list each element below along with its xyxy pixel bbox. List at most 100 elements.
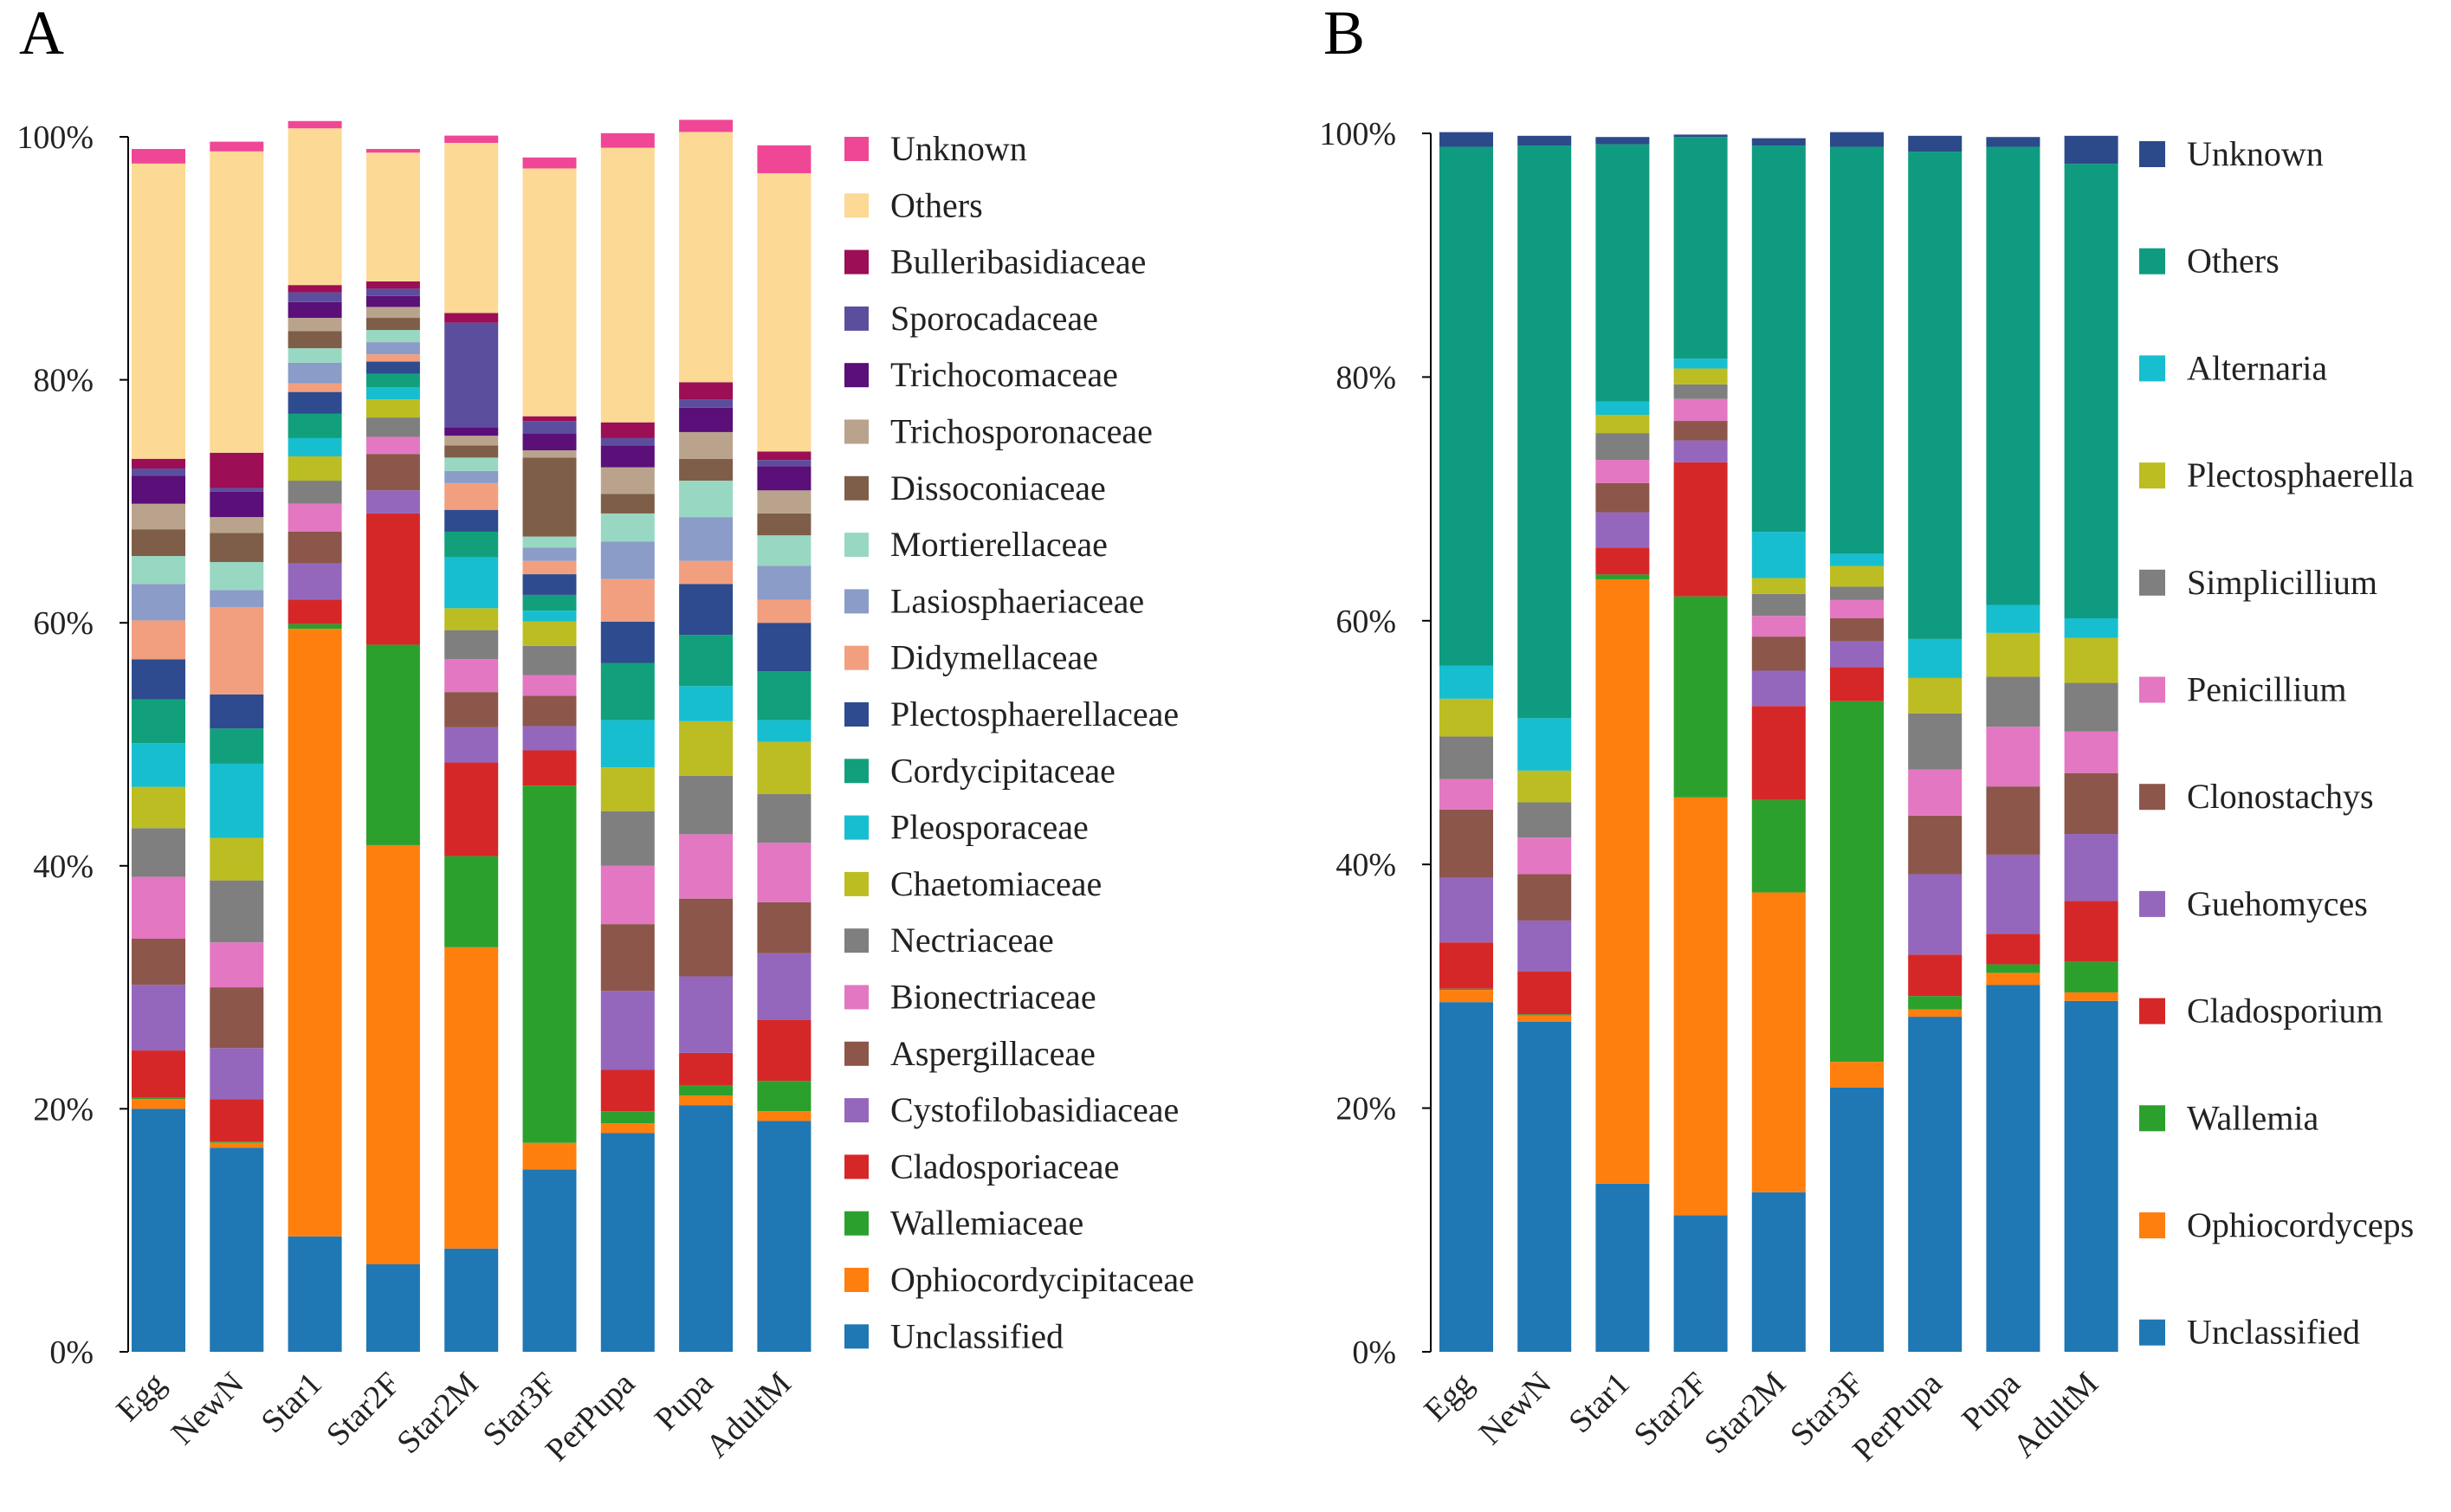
bar-segment-unknown: [2064, 135, 2118, 165]
bar-segment-cladosporium: [1439, 942, 1493, 989]
bar-segment-wallemia: [1830, 701, 1884, 1063]
legend-swatch: [844, 249, 869, 275]
bar-segment-penicillium: [1830, 599, 1884, 618]
panel-a-legend: Unknown Others Bulleribasidiaceae Sporocada…: [844, 129, 1194, 1355]
bar-segment-lasiosphaeriaceae: [600, 541, 655, 579]
legend-item-plectosphaerella: Plectosphaerella: [2139, 456, 2414, 494]
legend-label: Ophiocordycipitaceae: [890, 1260, 1194, 1299]
bar-segment-wallemiaceae: [600, 1111, 655, 1124]
legend-item-unclassified: Unclassified: [844, 1316, 1064, 1355]
bar-segment-plectosphaerellaceae: [132, 659, 185, 700]
panel-a-label: A: [19, 0, 64, 68]
legend-item-dissoconiaceae: Dissoconiaceae: [844, 468, 1106, 507]
bar-segment-cladosporiaceae: [679, 1052, 734, 1086]
bar-segment-bionectriaceae: [757, 843, 812, 902]
y-tick-label: 60%: [33, 605, 94, 642]
bar-segment-plectosphaerellaceae: [210, 694, 264, 729]
bar-segment-lasiosphaeriaceae: [132, 584, 185, 621]
bar-segment-others: [444, 143, 499, 313]
legend-item-nectriaceae: Nectriaceae: [844, 921, 1054, 960]
bar-segment-alternaria: [1517, 718, 1572, 771]
bar-segment-clonostachys: [2064, 772, 2118, 835]
bar-pupa: [1986, 137, 2040, 1352]
bar-segment-wallemiaceae: [288, 624, 342, 630]
y-tick-label: 40%: [1335, 847, 1396, 883]
legend-item-unknown: Unknown: [844, 129, 1027, 168]
bar-segment-pleosporaceae: [444, 557, 499, 609]
bar-segment-unknown: [1673, 134, 1728, 138]
bar-segment-cladosporium: [1595, 547, 1650, 575]
bar-segment-others: [522, 168, 577, 417]
bar-segment-wallemia: [1908, 996, 1963, 1010]
bar-segment-wallemiaceae: [132, 1097, 185, 1100]
bar-segment-wallemia: [1673, 596, 1728, 798]
bar-segment-unclassified: [679, 1105, 734, 1352]
bar-segment-cordycipitaceae: [757, 671, 812, 720]
legend-label: Trichocomaceae: [890, 355, 1118, 394]
bar-segment-sporocadaceae: [365, 288, 420, 296]
y-tick-label: 80%: [33, 363, 94, 399]
bar-segment-lasiosphaeriaceae: [679, 517, 734, 561]
legend-label: Lasiosphaeriaceae: [890, 581, 1144, 620]
x-tick-label: Pupa: [648, 1366, 721, 1438]
bar-segment-penicillium: [2064, 731, 2118, 773]
legend-swatch: [844, 137, 869, 161]
legend-item-alternaria: Alternaria: [2139, 348, 2327, 387]
legend-label: Simplicillium: [2187, 563, 2377, 602]
legend-swatch: [844, 363, 869, 388]
bar-segment-unknown: [132, 149, 185, 164]
bar-segment-unknown: [1751, 138, 1806, 146]
panel-b-y-axis: 0% 20% 40% 60% 80% 100%: [1319, 116, 1432, 1371]
bar-segment-lasiosphaeriaceae: [365, 342, 420, 355]
bar-segment-ophiocordyceps: [1673, 797, 1728, 1216]
bar-segment-guehomyces: [1673, 440, 1728, 462]
bar-segment-pleosporaceae: [522, 611, 577, 622]
bar-adultm: [2064, 135, 2118, 1352]
bar-segment-others: [1908, 152, 1963, 639]
bar-segment-plectosphaerella: [2064, 637, 2118, 683]
x-tick-label: AdultM: [699, 1366, 799, 1465]
bar-pupa: [679, 120, 734, 1352]
bar-segment-wallemia: [1439, 988, 1493, 991]
bar-segment-guehomyces: [1751, 670, 1806, 707]
legend-item-ophiocordycipitaceae: Ophiocordycipitaceae: [844, 1260, 1194, 1299]
bar-segment-others: [679, 132, 734, 383]
bar-segment-others: [1517, 145, 1572, 719]
bar-segment-cladosporium: [1751, 706, 1806, 800]
bar-segment-unclassified: [1439, 1002, 1493, 1352]
legend-item-pleosporaceae: Pleosporaceae: [844, 808, 1089, 847]
legend-swatch: [844, 759, 869, 784]
legend-label: Ophiocordyceps: [2187, 1205, 2414, 1244]
bar-segment-trichosporonaceae: [679, 431, 734, 459]
bar-segment-bulleribasidiaceae: [132, 458, 185, 469]
bar-segment-cladosporium: [1830, 667, 1884, 701]
bar-segment-unclassified: [444, 1248, 499, 1352]
bar-segment-aspergillaceae: [288, 531, 342, 564]
y-tick-label: 60%: [1335, 604, 1396, 640]
bar-segment-penicillium: [1751, 616, 1806, 637]
bar-segment-cordycipitaceae: [600, 662, 655, 720]
bar-star2f: [365, 149, 420, 1352]
bar-star1: [1595, 137, 1650, 1352]
bar-segment-others: [1986, 146, 2040, 605]
bar-segment-trichocomaceae: [132, 475, 185, 504]
y-tick-label: 40%: [33, 849, 94, 885]
bar-segment-guehomyces: [1595, 512, 1650, 548]
bar-segment-unknown: [1517, 135, 1572, 146]
bar-segment-trichocomaceae: [679, 407, 734, 432]
bar-star1: [288, 120, 342, 1352]
bar-segment-ophiocordyceps: [1595, 578, 1650, 1184]
bar-segment-aspergillaceae: [210, 987, 264, 1049]
bar-segment-clonostachys: [1673, 421, 1728, 441]
bar-segment-ophiocordycipitaceae: [600, 1123, 655, 1134]
legend-label: Unclassified: [2187, 1313, 2360, 1352]
bar-segment-clonostachys: [1986, 786, 2040, 855]
bar-segment-plectosphaerella: [1830, 565, 1884, 587]
bar-segment-cladosporiaceae: [600, 1069, 655, 1112]
bar-segment-aspergillaceae: [365, 454, 420, 491]
bar-segment-aspergillaceae: [444, 692, 499, 727]
bar-segment-unknown: [522, 157, 577, 169]
bar-segment-bionectriaceae: [288, 503, 342, 532]
bar-segment-plectosphaerellaceae: [600, 621, 655, 663]
bar-segment-pleosporaceae: [679, 686, 734, 721]
